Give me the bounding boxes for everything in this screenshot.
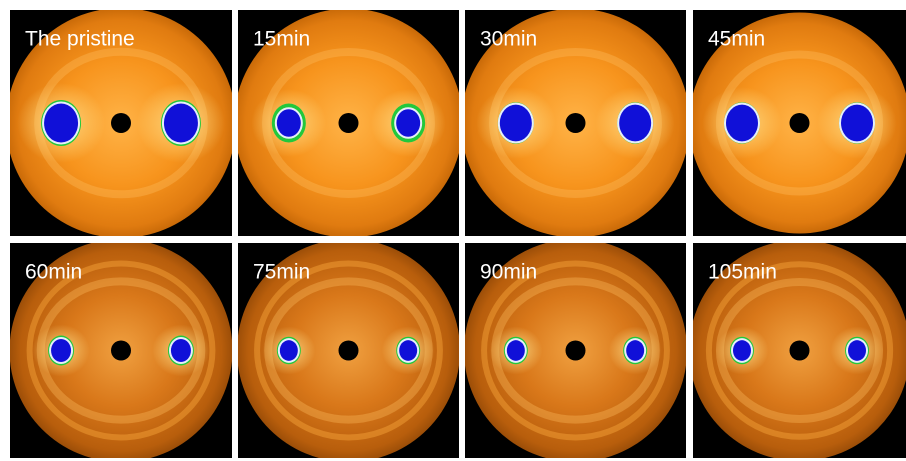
beam-stop — [566, 113, 586, 133]
reflection-core — [619, 105, 651, 142]
pattern-panel: 30min — [461, 9, 690, 238]
beam-stop — [111, 341, 131, 361]
beam-stop — [339, 113, 359, 133]
figure: The pristine 15min 30min 45min 60min 75min 90m… — [0, 0, 906, 461]
reflection-core — [280, 340, 298, 361]
reflection-core — [171, 339, 191, 362]
beam-stop — [790, 341, 810, 361]
panel-label: 45min — [708, 28, 765, 51]
reflection-core — [726, 105, 758, 142]
page: The pristine 15min 30min 45min 60min 75min 90m… — [0, 0, 906, 461]
reflection-core — [507, 340, 525, 361]
pattern-panel: 90min — [464, 239, 687, 461]
reflection-core — [841, 105, 873, 142]
reflection-core — [277, 109, 301, 137]
beam-stop — [790, 113, 810, 133]
panel-label: 15min — [253, 28, 310, 51]
panel-label: 30min — [480, 28, 537, 51]
reflection-core — [164, 103, 198, 142]
beam-stop — [339, 341, 359, 361]
pattern-panel: 15min — [234, 9, 463, 238]
reflection-core — [44, 103, 78, 142]
pattern-panel: The pristine — [6, 8, 236, 238]
pattern-panel: 105min — [689, 240, 906, 461]
reflection-core — [733, 340, 751, 361]
reflection-core — [848, 340, 866, 361]
reflection-core — [626, 340, 644, 361]
panel-label: The pristine — [25, 28, 135, 51]
pattern-panel: 75min — [237, 239, 460, 461]
reflection-core — [399, 340, 417, 361]
pattern-panel: 60min — [10, 239, 233, 461]
pattern-panel: 45min — [689, 10, 906, 236]
reflection-core — [500, 105, 532, 142]
panel-label: 60min — [25, 261, 82, 284]
panel-label: 75min — [253, 261, 310, 284]
reflection-core — [51, 339, 71, 362]
panel-label: 105min — [708, 261, 777, 284]
reflection-core — [396, 109, 420, 137]
beam-stop — [566, 341, 586, 361]
beam-stop — [111, 113, 131, 133]
panel-label: 90min — [480, 261, 537, 284]
